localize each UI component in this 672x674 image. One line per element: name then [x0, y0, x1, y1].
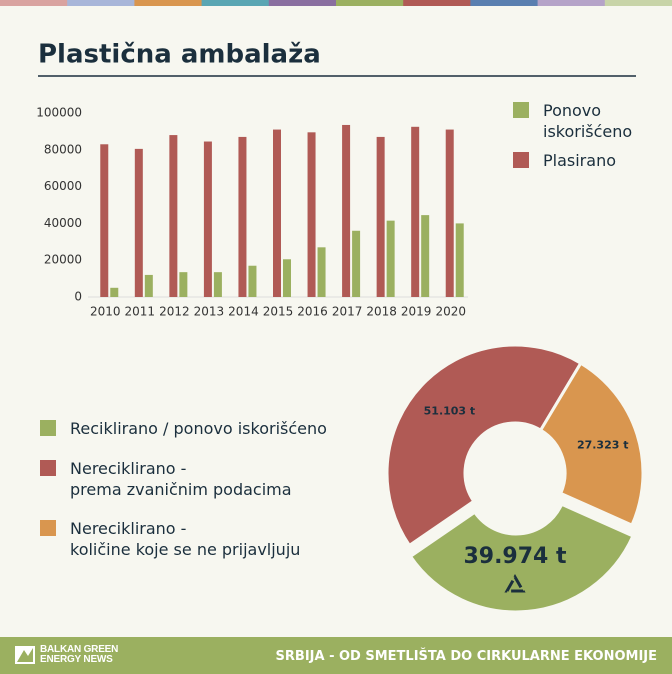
bar	[386, 220, 395, 297]
recycle-icon	[504, 573, 526, 593]
bar	[376, 136, 385, 297]
donut-slice	[385, 343, 583, 548]
legend-item: Reciklirano / ponovo iskorišćeno	[40, 418, 327, 439]
value-label: 27.323 t	[577, 438, 629, 451]
legend-swatch	[40, 460, 56, 476]
legend-item: Nereciklirano - količine koje se ne prij…	[40, 518, 300, 560]
bar	[179, 272, 188, 297]
x-tick-label: 2014	[228, 305, 259, 319]
legend-item: Nereciklirano - prema zvaničnim podacima	[40, 458, 292, 500]
donut-slice	[408, 502, 635, 614]
bar	[110, 287, 119, 297]
y-tick-label: 80000	[44, 142, 82, 156]
y-tick-label: 20000	[44, 253, 82, 267]
top-stripe	[0, 0, 672, 6]
tagline: SRBIJA - OD SMETLIŠTA DO CIRKULARNE EKON…	[275, 649, 657, 664]
legend-label: Ponovo iskorišćeno	[543, 101, 633, 141]
bar	[144, 274, 153, 297]
title: Plastična ambalaža	[38, 40, 321, 70]
bar	[248, 265, 257, 297]
bar	[421, 215, 430, 297]
bar	[455, 223, 464, 297]
y-tick-label: 0	[74, 290, 82, 304]
bar	[283, 259, 291, 297]
legend-item: Plasirano	[513, 150, 616, 171]
bar	[307, 132, 316, 297]
legend-label: Reciklirano / ponovo iskorišćeno	[70, 419, 327, 438]
bar	[169, 135, 178, 297]
x-tick-label: 2019	[401, 305, 432, 319]
legend-label: Plasirano	[543, 151, 616, 170]
x-tick-label: 2020	[435, 305, 466, 319]
x-tick-label: 2015	[263, 305, 294, 319]
footer-band	[0, 637, 672, 674]
legend-swatch	[40, 520, 56, 536]
x-tick-label: 2011	[125, 305, 156, 319]
legend-swatch	[513, 152, 529, 168]
legend-swatch	[40, 420, 56, 436]
value-label: 51.103 t	[424, 404, 476, 417]
bar	[134, 148, 143, 297]
bar	[273, 129, 281, 297]
brand: BALKAN GREEN ENERGY NEWS	[40, 644, 119, 665]
legend-swatch	[513, 102, 529, 118]
bar	[238, 136, 247, 297]
bar	[411, 126, 420, 297]
bar	[100, 144, 109, 297]
bar	[213, 272, 222, 297]
donut-slice	[538, 361, 645, 528]
x-tick-label: 2013	[194, 305, 225, 319]
x-tick-label: 2010	[90, 305, 121, 319]
bar	[352, 230, 361, 297]
legend-label: Nereciklirano - prema zvaničnim podacima	[70, 459, 292, 499]
x-tick-label: 2012	[159, 305, 190, 319]
legend-label: Nereciklirano - količine koje se ne prij…	[70, 519, 301, 559]
recycle-arrows	[504, 573, 526, 593]
x-tick-label: 2016	[297, 305, 328, 319]
bar	[342, 124, 351, 298]
bar	[445, 129, 454, 297]
bar	[317, 247, 326, 297]
bar	[203, 141, 212, 297]
x-tick-label: 2018	[366, 305, 397, 319]
y-tick-label: 60000	[44, 179, 82, 193]
x-tick-label: 2017	[332, 305, 363, 319]
brand-logo	[15, 646, 35, 664]
value-label: 39.974 t	[463, 544, 567, 569]
legend-item: Ponovo iskorišćeno	[513, 100, 632, 142]
y-tick-label: 100000	[36, 106, 82, 120]
y-tick-label: 40000	[44, 216, 82, 230]
